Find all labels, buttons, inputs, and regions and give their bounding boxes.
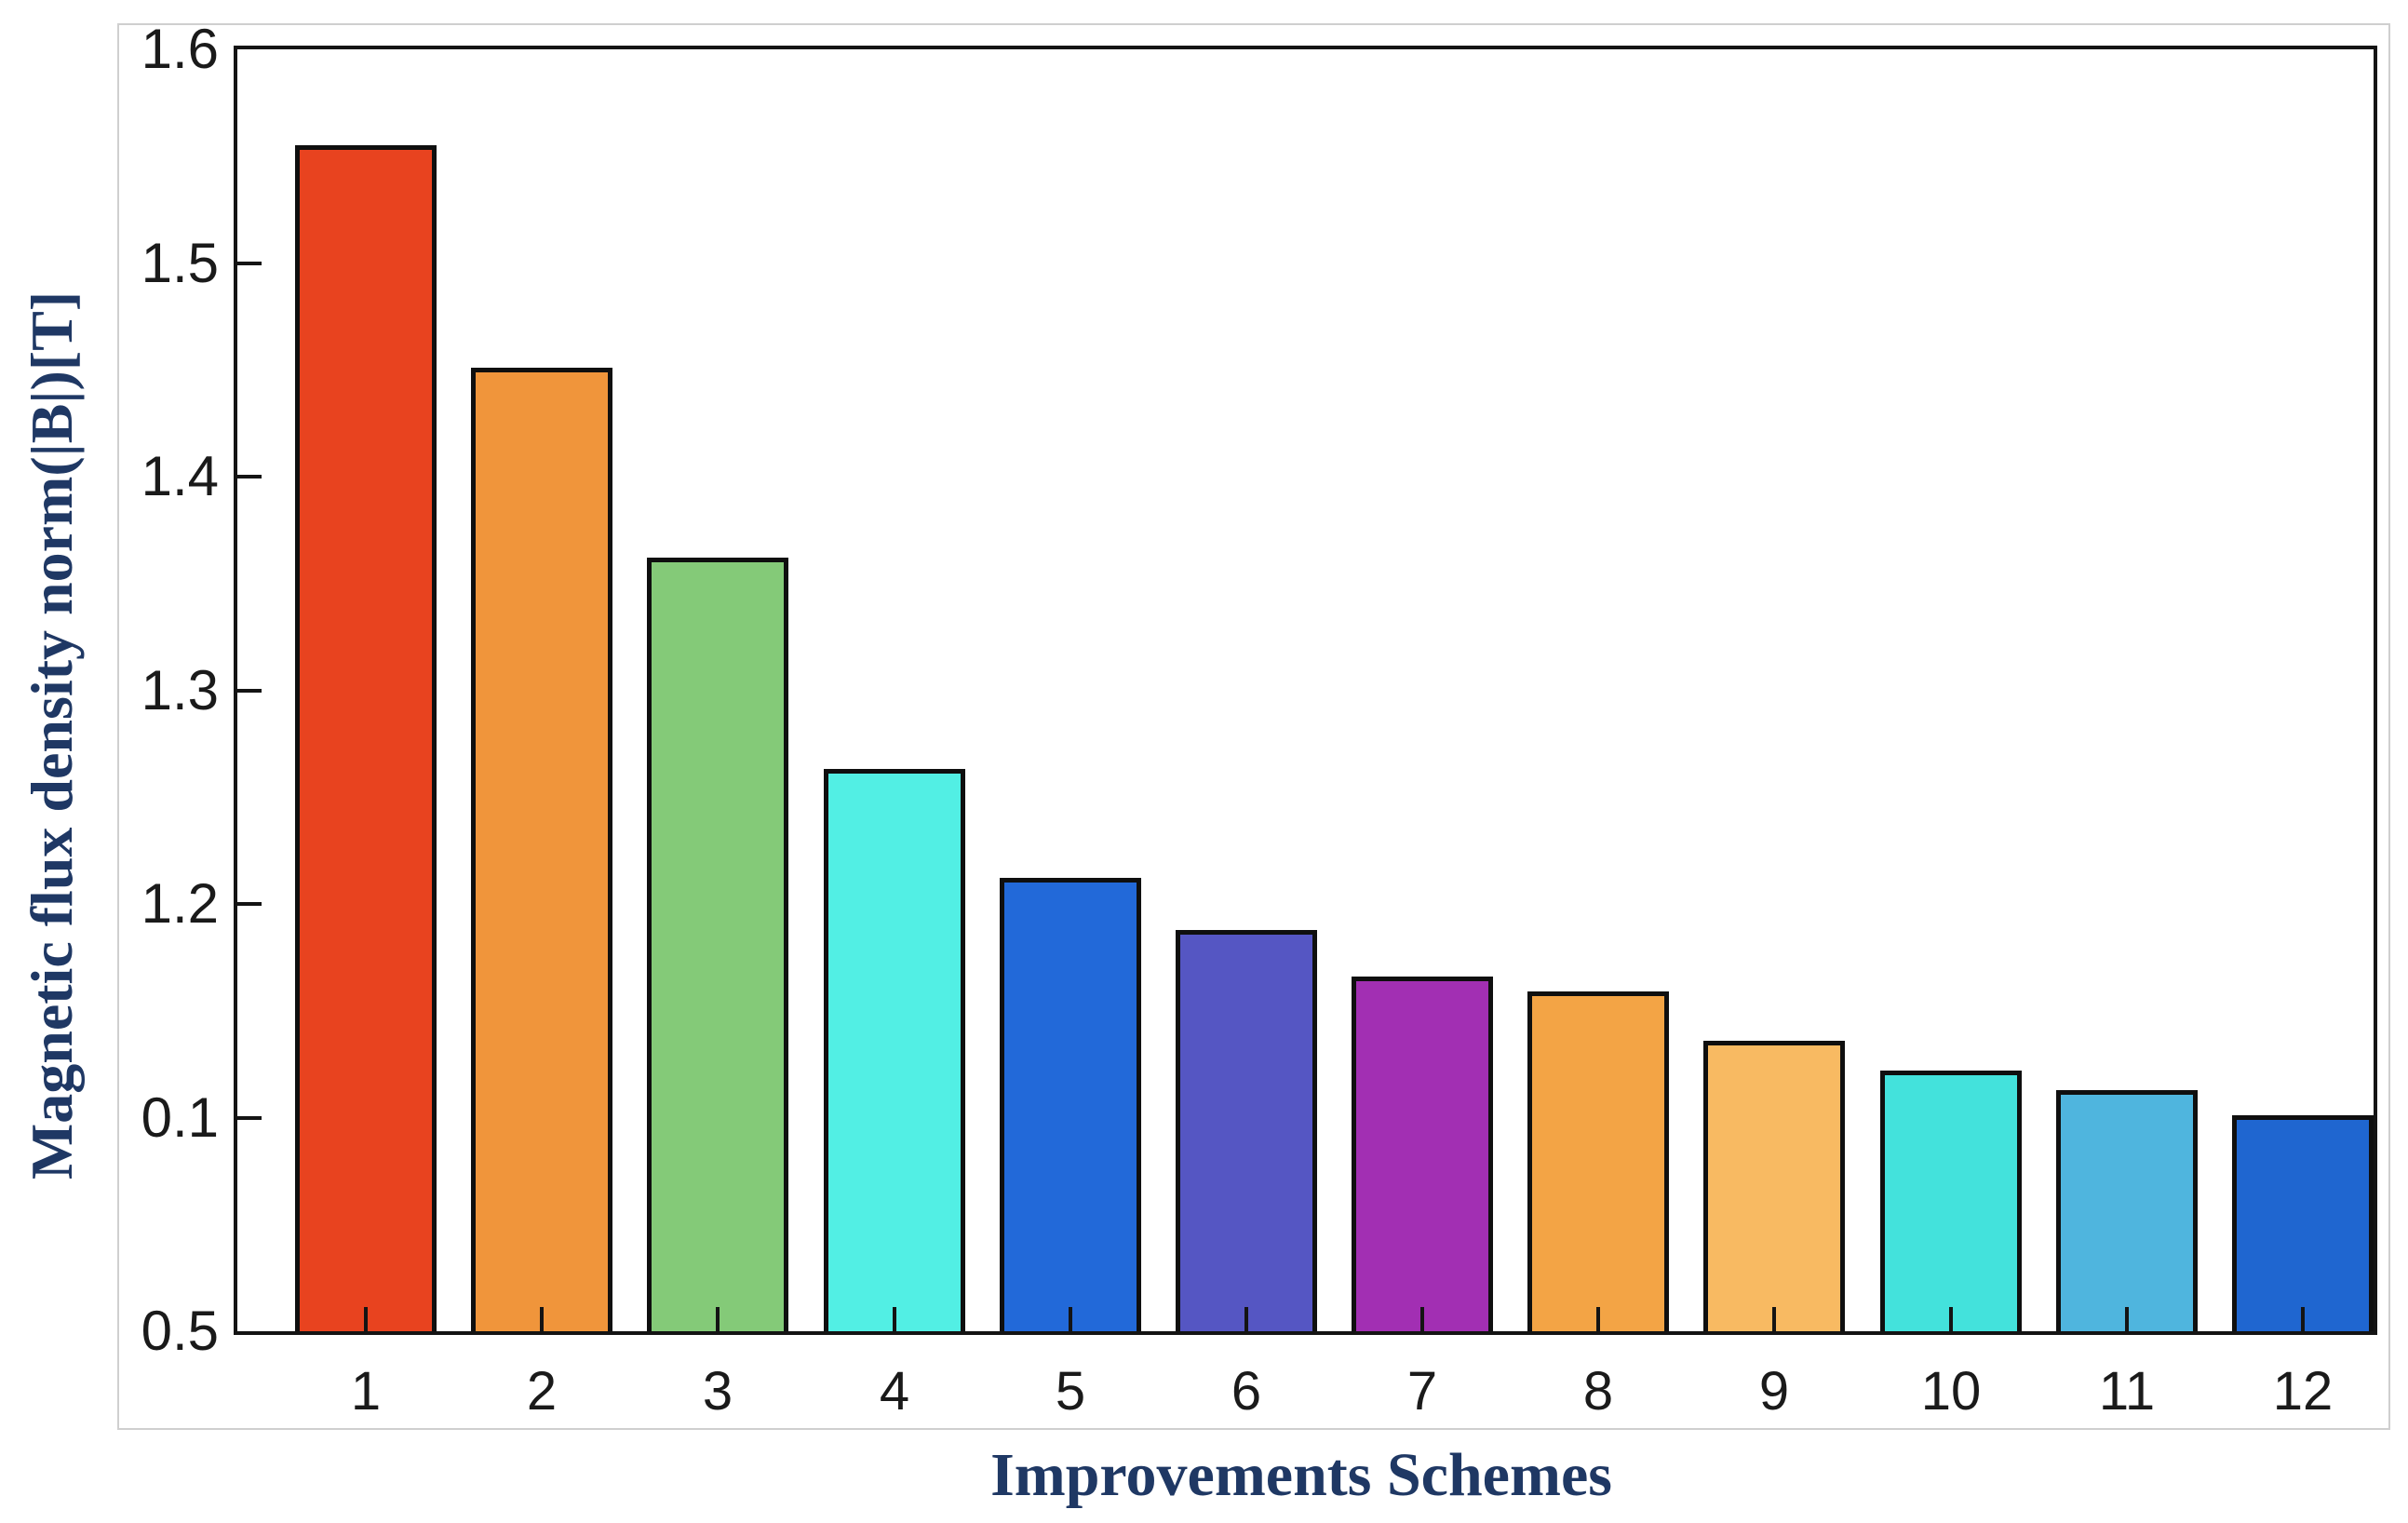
y-tick-label: 1.6: [141, 18, 219, 80]
bar-scheme-7: [1352, 977, 1493, 1331]
x-tick-mark: [364, 1307, 368, 1331]
y-tick-label: 1.3: [141, 659, 219, 721]
bar-scheme-2: [471, 368, 612, 1331]
y-tick-label: 1.4: [141, 445, 219, 507]
x-tick-mark: [1069, 1307, 1072, 1331]
x-tick-label: 7: [1406, 1361, 1438, 1422]
bar-scheme-12: [2232, 1115, 2374, 1331]
x-tick-mark: [1772, 1307, 1776, 1331]
bar-scheme-8: [1527, 991, 1669, 1331]
bar-scheme-5: [1000, 878, 1141, 1331]
bar-scheme-6: [1176, 930, 1317, 1331]
y-tick-mark: [237, 262, 262, 265]
x-tick-label: 8: [1582, 1361, 1614, 1422]
x-tick-mark: [716, 1307, 720, 1331]
y-tick-label: 0.5: [141, 1300, 219, 1362]
x-tick-label: 6: [1231, 1361, 1262, 1422]
x-tick-label: 3: [702, 1361, 733, 1422]
bar-scheme-10: [1880, 1071, 2022, 1331]
bar-scheme-11: [2056, 1090, 2198, 1331]
x-tick-mark: [2125, 1307, 2129, 1331]
y-tick-label: 0.1: [141, 1086, 219, 1149]
x-tick-label: 11: [2098, 1361, 2156, 1422]
bar-scheme-4: [824, 769, 965, 1331]
y-axis-title: Magnetic flux density norm(|B|)[T]: [19, 290, 85, 1180]
x-tick-mark: [1949, 1307, 1953, 1331]
plot-area: [234, 46, 2377, 1335]
y-tick-mark: [237, 689, 262, 693]
x-tick-label: 9: [1758, 1361, 1790, 1422]
bar-scheme-3: [647, 558, 788, 1331]
x-tick-label: 4: [879, 1361, 910, 1422]
x-tick-mark: [893, 1307, 896, 1331]
x-axis-title: Improvements Schemes: [990, 1441, 1612, 1509]
x-tick-mark: [540, 1307, 544, 1331]
y-tick-mark: [237, 1116, 262, 1120]
x-tick-label: 1: [350, 1361, 382, 1422]
x-tick-mark: [1244, 1307, 1248, 1331]
y-tick-label: 1.2: [141, 872, 219, 935]
y-tick-label: 1.5: [141, 232, 219, 294]
x-tick-mark: [1420, 1307, 1424, 1331]
bar-scheme-9: [1703, 1041, 1845, 1331]
x-tick-label: 5: [1055, 1361, 1086, 1422]
x-tick-label: 10: [1920, 1361, 1982, 1422]
y-tick-mark: [237, 902, 262, 906]
x-tick-label: 2: [526, 1361, 558, 1422]
x-tick-mark: [2301, 1307, 2305, 1331]
bar-scheme-1: [295, 145, 437, 1331]
x-tick-mark: [1596, 1307, 1600, 1331]
y-tick-mark: [237, 475, 262, 478]
x-tick-label: 12: [2272, 1361, 2334, 1422]
